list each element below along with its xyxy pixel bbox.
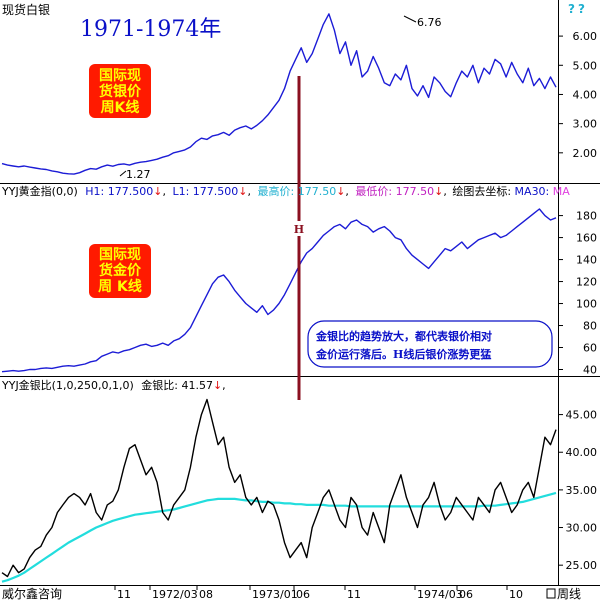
question-icon-2[interactable]: ? [578,2,585,16]
x-tick-label: 11 [117,588,131,600]
gold-y-tick-label: 160 [576,232,597,245]
gold-badge-line-3: 周 K线 [98,278,142,295]
gold-price-line [1,208,557,373]
x-tick-label: 06 [459,588,473,600]
silver-peak-label: 6.76 [417,16,442,29]
ratio-y-tick-label: 45.00 [566,409,598,422]
gold-y-tick-label: 140 [576,254,597,267]
gold-badge-line-2: 货金价 [98,262,142,279]
silver-badge-line-3: 周K线 [101,99,140,116]
silver-y-tick-label: 3.00 [573,118,598,131]
annotation-line-1: 金银比的趋势放大，都代表银价相对 [315,329,492,343]
panel1-title: 现货白银 [2,2,50,17]
gold-y-tick-label: 60 [583,342,597,355]
silver-badge [89,64,151,118]
gold-y-tick-label: 100 [576,298,597,311]
silver-y-tick-label: 6.00 [573,30,598,43]
gold-y-tick-label: 40 [583,364,597,377]
silver-y-axis: 6.00 5.00 4.00 3.00 2.00 [558,30,597,160]
ratio-y-tick-label: 40.00 [566,446,598,459]
ratio-line [1,398,557,578]
silver-y-tick-label: 5.00 [573,59,598,72]
silver-y-tick-label: 4.00 [573,88,598,101]
annotation-line-2: 金价运行落后。H线后银价涨势更猛 [315,347,491,361]
silver-low-label: 1.27 [126,168,151,181]
silver-price-line [1,13,557,175]
gold-y-tick-label: 120 [576,276,597,289]
low-leader [119,170,127,177]
peak-leader [403,15,417,23]
ratio-y-tick-label: 25.00 [566,559,598,572]
silver-badge-line-1: 国际现 [99,68,141,84]
gold-y-axis: 180 160 140 120 100 80 60 40 [558,210,597,377]
x-tick-label: 11 [347,588,361,600]
ratio-y-tick-label: 35.00 [566,484,598,497]
ratio-y-tick-label: 30.00 [566,522,598,535]
gold-badge-line-1: 国际现 [99,247,141,263]
x-tick-label: 08 [199,588,213,600]
ratio-y-axis: 45.00 40.00 35.00 30.00 25.00 [558,409,598,572]
x-tick-label: 06 [296,588,310,600]
gold-y-tick-label: 180 [576,210,597,223]
gold-badge [89,244,151,298]
h-marker-box [293,221,305,236]
period-label[interactable]: 周线 [557,587,581,600]
x-tick-label: 1974/03 [417,588,463,600]
silver-y-tick-label: 2.00 [573,147,598,160]
period-icon[interactable] [546,588,556,599]
ratio-info-line: YYJ金银比(1,0,250,0,1,0) 金银比: 41.57↓, [1,378,226,392]
gold-y-tick-label: 80 [583,320,597,333]
silver-badge-line-2: 货银价 [98,83,142,100]
x-tick-label: 1973/01 [252,588,298,600]
h-marker-label: H [294,223,304,236]
series-layer [1,13,557,583]
x-tick-label: 1972/03 [152,588,198,600]
x-tick-label: 10 [509,588,523,600]
question-icon-1[interactable]: ? [568,2,575,16]
gold-info-line: YYJ黄金指(0,0) H1: 177.500↓, L1: 177.500↓, … [1,184,570,198]
brand-label: 威尔鑫咨询 [2,586,62,600]
ratio-ma-line [1,491,557,583]
big-title: 1971-1974年 [80,17,221,42]
annotation-bubble [307,320,553,368]
